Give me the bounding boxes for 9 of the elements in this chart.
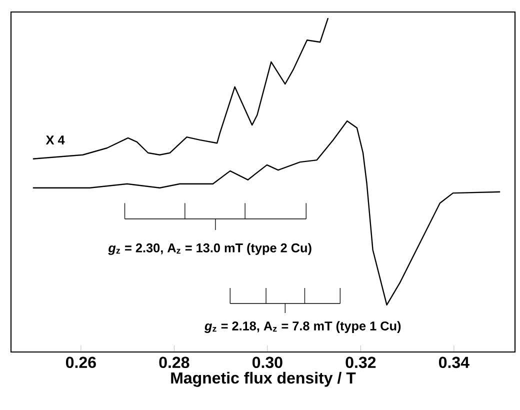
x-tick-label: 0.30 xyxy=(252,356,282,368)
x-tick-label: 0.26 xyxy=(66,356,96,368)
annotation: g$_{z}$ = 2.30, A$_{z}$ = 13.0 mT (type 2 Cu) xyxy=(108,243,312,255)
x-tick-label: 0.34 xyxy=(438,356,470,368)
text: g$_{z}$ = 2.18, A$_{z}$ = 7.8 mT (type 1 Cu) xyxy=(204,321,401,333)
x-tick-label: 0.32 xyxy=(346,356,376,368)
annotation: X 4 xyxy=(46,136,65,144)
x-axis-title: Magnetic flux density / T xyxy=(171,372,356,387)
x-tick-label: 0.28 xyxy=(159,356,190,368)
